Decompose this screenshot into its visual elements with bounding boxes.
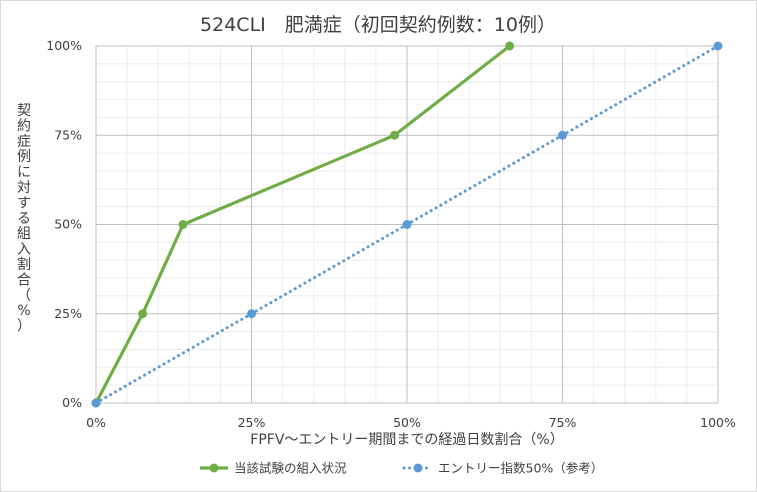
y-tick-label: 25% — [54, 306, 82, 321]
series-point — [558, 130, 567, 140]
series-point — [138, 309, 148, 319]
chart-title: 524CLI 肥満症（初回契約例数：10例） — [200, 14, 556, 36]
legend-label: エントリー指数50%（参考） — [438, 461, 603, 476]
y-axis-ticks: 0% 25% 50% 75% 100% — [46, 38, 82, 410]
x-axis-title: FPFV～エントリー期間までの経過日数割合（%） — [250, 431, 563, 448]
x-tick-label: 0% — [86, 415, 106, 430]
series-point — [402, 220, 412, 229]
y-tick-label: 0% — [62, 395, 82, 410]
legend-marker — [209, 463, 219, 473]
series-point — [178, 220, 188, 229]
series-point — [505, 41, 515, 51]
y-tick-label: 75% — [54, 127, 82, 142]
x-tick-label: 100% — [700, 415, 736, 430]
legend-marker — [413, 463, 423, 473]
series-layer — [91, 41, 723, 408]
y-tick-label: 100% — [46, 38, 82, 53]
y-tick-label: 50% — [54, 217, 82, 232]
x-tick-label: 50% — [393, 415, 421, 430]
series-point — [713, 41, 723, 51]
x-tick-label: 25% — [238, 415, 266, 430]
legend: 当該試験の組入状況 エントリー指数50%（参考） — [200, 461, 603, 476]
x-tick-label: 75% — [549, 415, 577, 430]
series-2 — [91, 41, 723, 408]
x-axis-ticks: 0% 25% 50% 75% 100% — [86, 415, 736, 430]
series-point — [91, 398, 101, 408]
y-axis-title: 契約症例に対する組入割合（%） — [17, 103, 31, 335]
legend-label: 当該試験の組入状況 — [234, 461, 347, 476]
series-point — [247, 309, 256, 319]
series-point — [390, 130, 400, 140]
